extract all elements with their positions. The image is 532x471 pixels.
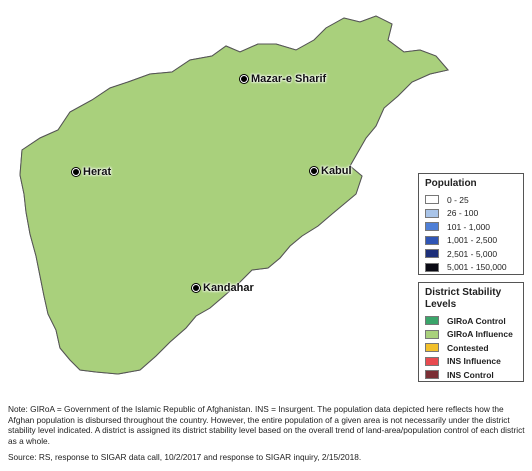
stability-legend-item: INS Influence	[425, 355, 517, 369]
stability-legend-title: District Stability Levels	[425, 287, 502, 310]
stability-legend-swatch	[425, 356, 439, 366]
city-marker-icon	[192, 284, 200, 292]
population-legend: Population 0 - 25 26 - 100 101 - 1,000 1,00…	[418, 173, 524, 275]
population-dot	[372, 146, 375, 149]
population-dot	[369, 146, 371, 149]
population-legend-swatch	[425, 222, 439, 232]
stability-legend-label: GIRoA Control	[447, 315, 506, 326]
city-kabul: Kabul	[310, 165, 352, 177]
population-legend-swatch	[425, 208, 439, 218]
population-legend-item: 2,501 - 5,000	[425, 247, 517, 261]
stability-legend-label: INS Influence	[447, 356, 501, 367]
population-legend-swatch	[425, 262, 439, 272]
stability-legend-item: Contested	[425, 341, 517, 355]
city-mazar-e-sharif: Mazar-e Sharif	[240, 73, 326, 85]
population-legend-item: 26 - 100	[425, 207, 517, 221]
population-legend-item: 0 - 25	[425, 193, 517, 207]
population-dot	[373, 144, 376, 147]
stability-legend-item: GIRoA Influence	[425, 328, 517, 342]
population-dot	[368, 139, 371, 142]
population-legend-label: 5,001 - 150,000	[447, 262, 507, 273]
population-legend-swatch	[425, 249, 439, 259]
map-note: Note: GIRoA = Government of the Islamic …	[8, 404, 525, 446]
population-legend-label: 2,501 - 5,000	[447, 248, 498, 259]
population-legend-label: 1,001 - 2,500	[447, 235, 498, 246]
stability-legend-item: GIRoA Control	[425, 314, 517, 328]
population-legend-label: 26 - 100	[447, 208, 479, 219]
population-dot	[371, 136, 374, 139]
city-label: Mazar-e Sharif	[251, 73, 327, 85]
population-dot	[374, 138, 377, 141]
stability-legend-swatch	[425, 329, 439, 339]
population-dot	[373, 142, 376, 145]
stability-legend-swatch	[425, 316, 439, 326]
stability-legend-item: INS Control	[425, 368, 517, 382]
population-dot	[369, 149, 372, 152]
city-label: Kandahar	[203, 282, 254, 294]
city-kandahar: Kandahar	[192, 282, 254, 294]
population-dot	[363, 149, 366, 152]
population-legend-item: 5,001 - 150,000	[425, 261, 517, 275]
population-legend-title: Population	[425, 178, 477, 189]
population-dot	[370, 143, 373, 146]
stability-legend-label: GIRoA Influence	[447, 329, 513, 340]
stability-legend-label: INS Control	[447, 369, 494, 380]
afghanistan-stability-map: Mazar-e Sharif Herat Kabul Kandahar Popu…	[19, 15, 524, 382]
stability-legend-label: Contested	[447, 342, 489, 353]
population-dot	[369, 137, 372, 140]
stability-legend: District Stability Levels GIRoA Control G…	[418, 282, 524, 382]
population-legend-swatch	[425, 235, 439, 245]
city-marker-icon	[72, 168, 80, 176]
map-source: Source: RS, response to SIGAR data call,…	[8, 452, 362, 462]
city-label: Herat	[83, 166, 112, 178]
population-dot	[368, 142, 370, 145]
population-legend-swatch	[425, 195, 439, 205]
city-marker-icon	[240, 75, 248, 83]
population-legend-item: 1,001 - 2,500	[425, 234, 517, 248]
population-legend-label: 101 - 1,000	[447, 221, 491, 232]
city-herat: Herat	[72, 166, 111, 178]
population-legend-label: 0 - 25	[447, 194, 469, 205]
population-dot	[368, 140, 371, 143]
stability-legend-swatch	[425, 343, 439, 353]
map-canvas	[19, 15, 449, 375]
population-dot	[366, 143, 369, 146]
population-dot	[367, 137, 370, 140]
stability-legend-swatch	[425, 370, 439, 380]
city-label: Kabul	[321, 165, 352, 177]
population-legend-item: 101 - 1,000	[425, 220, 517, 234]
city-marker-icon	[310, 167, 318, 175]
